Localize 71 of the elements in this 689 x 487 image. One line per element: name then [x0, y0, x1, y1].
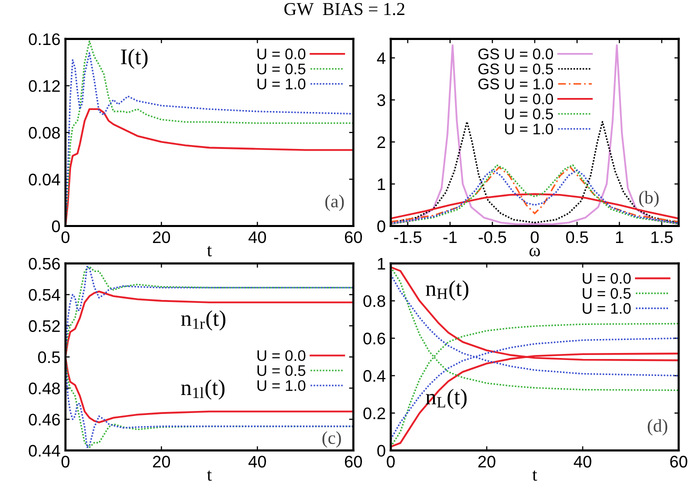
y-tick-label: 2 — [377, 136, 386, 148]
annotation: I(t) — [120, 48, 148, 69]
y-tick-label: 3 — [377, 94, 386, 106]
x-tick-label: 0 — [530, 231, 539, 244]
annotation: (b) — [639, 190, 659, 208]
legend-label: U = 0.5 — [257, 64, 306, 74]
x-tick-label: 0 — [386, 456, 395, 468]
annotation: (a) — [325, 194, 344, 212]
y-tick-label: 0 — [52, 220, 60, 232]
y-tick-label: 0.56 — [28, 258, 60, 270]
x-axis-title: t — [207, 470, 212, 481]
y-tick-label: 0.46 — [28, 414, 60, 426]
x-tick-label: -1 — [443, 231, 457, 243]
x-tick-label: 0.5 — [566, 231, 588, 244]
legend-label: U = 0.0 — [582, 272, 631, 284]
legend-label: U = 0.5 — [505, 108, 553, 120]
annotation: n$_{1l}$(t) — [181, 380, 225, 400]
y-tick-label: 0.54 — [28, 289, 60, 301]
x-tick-label: 60 — [344, 231, 362, 244]
y-tick-label: 0.52 — [28, 320, 60, 332]
legend-label: U = 0.5 — [257, 365, 306, 376]
annotation: (d) — [648, 419, 668, 436]
x-tick-label: 1.5 — [651, 231, 673, 244]
x-axis-title: ω — [529, 248, 540, 256]
x-tick-label: 20 — [478, 456, 496, 468]
y-tick-label: 0.48 — [28, 382, 60, 394]
legend-label: GS U = 0.0 — [478, 48, 554, 60]
legend-label: U = 1.0 — [257, 78, 306, 90]
legend-label: U = 0.0 — [505, 94, 554, 104]
legend-label: GS U = 0.5 — [478, 64, 553, 74]
x-tick-label: 60 — [344, 456, 362, 468]
x-tick-label: 20 — [152, 231, 170, 244]
y-tick-label: 0.08 — [28, 126, 60, 139]
y-tick-label: 0.12 — [28, 80, 60, 92]
x-tick-label: 40 — [248, 456, 266, 468]
legend-label: U = 1.0 — [257, 380, 306, 392]
chart-title: GW BIAS = 1.2 — [284, 3, 404, 16]
line-series — [65, 290, 354, 424]
x-tick-label: 40 — [248, 231, 266, 244]
y-tick-label: 0.04 — [28, 174, 60, 186]
x-tick-label: 0 — [61, 456, 70, 468]
y-tick-label: 4 — [377, 52, 386, 64]
legend-label: U = 1.0 — [582, 303, 631, 314]
legend-label: GS U = 1.0 — [478, 78, 554, 90]
x-axis-title: t — [207, 246, 212, 256]
y-tick-label: 0.6 — [363, 332, 386, 344]
x-tick-label: 0 — [61, 231, 70, 244]
y-tick-label: 0.44 — [28, 444, 60, 457]
y-tick-label: 1 — [378, 178, 386, 190]
x-tick-label: 40 — [574, 456, 592, 468]
y-tick-label: 0 — [377, 220, 386, 232]
x-tick-label: 60 — [670, 456, 688, 468]
x-tick-label: 20 — [152, 456, 170, 468]
y-tick-label: 0.5 — [38, 351, 60, 364]
y-tick-label: 0.2 — [363, 407, 386, 420]
legend-label: U = 1.0 — [505, 124, 554, 134]
y-tick-label: 0.8 — [363, 295, 386, 308]
y-tick-label: 1 — [378, 258, 386, 270]
x-tick-label: -0.5 — [478, 231, 506, 244]
legend-label: U = 0.0 — [257, 48, 306, 60]
legend-label: U = 0.0 — [257, 350, 306, 362]
y-tick-label: 0.4 — [363, 370, 386, 382]
legend-label: U = 0.5 — [582, 288, 631, 299]
y-tick-label: 0.16 — [28, 33, 60, 46]
y-tick-label: 0 — [377, 444, 386, 457]
x-tick-label: 1 — [616, 231, 624, 243]
annotation: (c) — [322, 431, 341, 448]
x-tick-label: -1.5 — [394, 231, 422, 244]
x-axis-title: t — [532, 470, 538, 481]
annotation: n$_{H}$(t) — [426, 280, 468, 301]
annotation: n$_{1r}$(t) — [181, 310, 226, 330]
